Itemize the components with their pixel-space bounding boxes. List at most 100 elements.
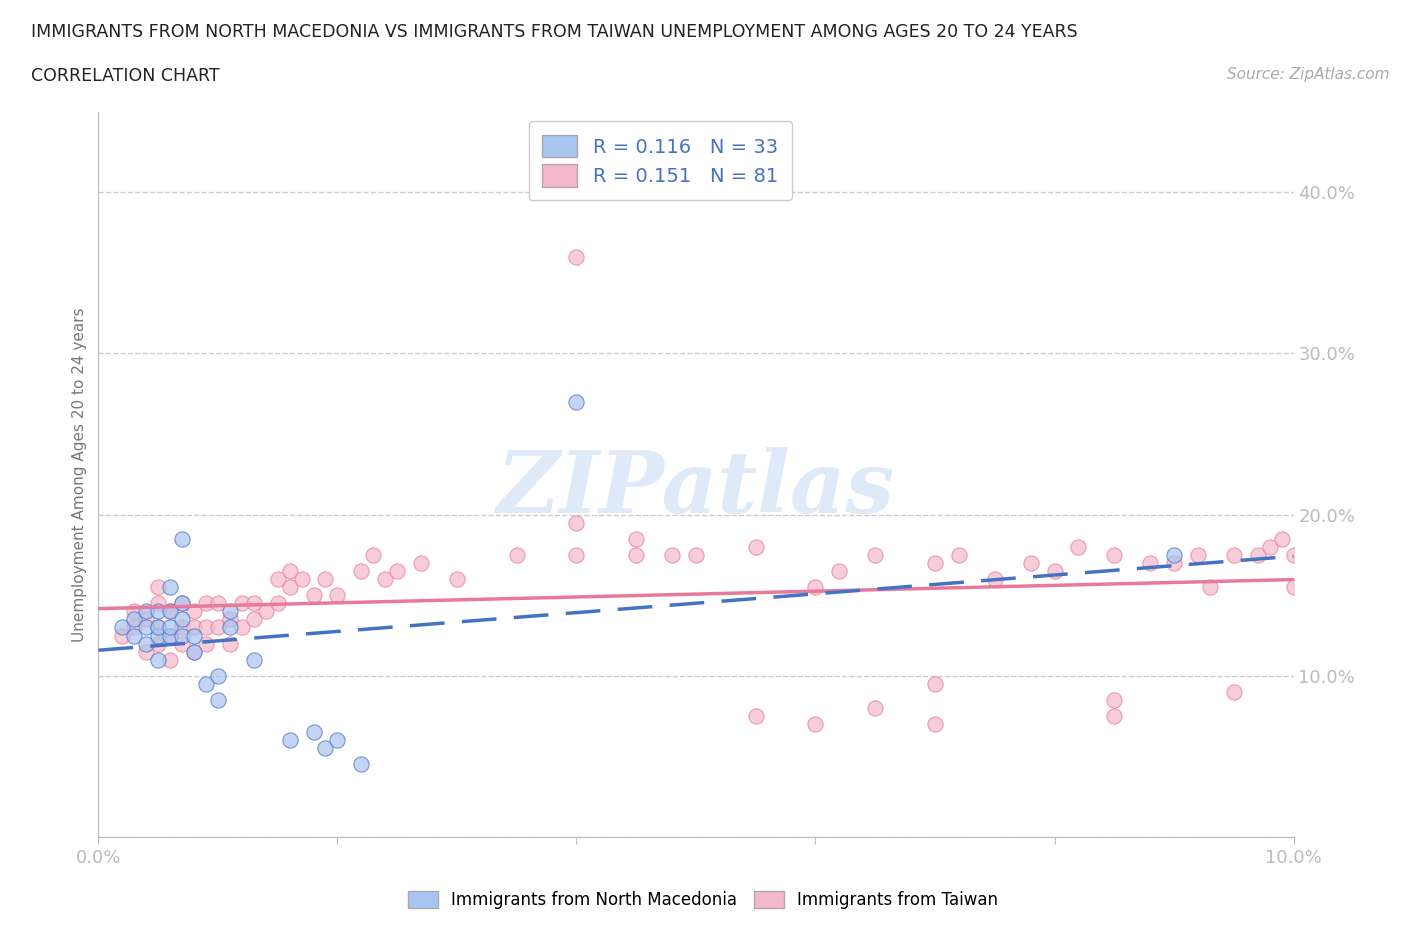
Point [278,579,301,594]
Point [984,572,1007,587]
Point [219,612,242,627]
Point [411,555,433,570]
Point [159,628,181,643]
Point [1271,531,1294,546]
Point [195,620,218,635]
Point [315,572,337,587]
Point [111,620,134,635]
Point [243,652,266,667]
Point [1067,539,1090,554]
Point [159,579,181,594]
Point [302,588,325,603]
Point [124,604,146,618]
Point [350,757,373,772]
Point [1163,548,1185,563]
Point [231,620,253,635]
Point [195,596,218,611]
Text: CORRELATION CHART: CORRELATION CHART [31,67,219,85]
Point [207,669,229,684]
Point [219,620,242,635]
Point [135,604,157,618]
Point [148,620,170,635]
Point [278,733,301,748]
Point [374,572,396,587]
Point [172,628,194,643]
Point [565,548,588,563]
Point [626,531,648,546]
Point [948,548,970,563]
Point [135,644,157,659]
Point [243,596,266,611]
Point [159,604,181,618]
Point [1223,684,1246,699]
Legend: Immigrants from North Macedonia, Immigrants from Taiwan: Immigrants from North Macedonia, Immigra… [399,883,1007,917]
Point [1139,555,1161,570]
Point [626,548,648,563]
Point [1258,539,1281,554]
Point [363,548,385,563]
Point [195,676,218,691]
Point [1187,548,1209,563]
Point [350,564,373,578]
Legend: R = 0.116   N = 33, R = 0.151   N = 81: R = 0.116 N = 33, R = 0.151 N = 81 [529,121,792,200]
Point [124,612,146,627]
Point [254,604,277,618]
Point [1019,555,1042,570]
Point [804,579,827,594]
Point [267,596,290,611]
Point [183,628,205,643]
Point [231,596,253,611]
Point [565,249,588,264]
Point [219,636,242,651]
Point [1163,555,1185,570]
Point [148,604,170,618]
Point [565,394,588,409]
Point [159,652,181,667]
Point [278,564,301,578]
Point [159,604,181,618]
Point [1043,564,1066,578]
Point [1104,693,1126,708]
Point [1199,579,1222,594]
Point [685,548,707,563]
Point [207,620,229,635]
Point [148,652,170,667]
Point [924,676,946,691]
Point [865,700,887,715]
Point [124,628,146,643]
Point [183,604,205,618]
Point [267,572,290,587]
Point [148,628,170,643]
Point [1282,548,1305,563]
Point [183,644,205,659]
Point [1247,548,1270,563]
Point [1282,579,1305,594]
Point [565,515,588,530]
Y-axis label: Unemployment Among Ages 20 to 24 years: Unemployment Among Ages 20 to 24 years [72,307,87,642]
Point [172,620,194,635]
Point [326,588,349,603]
Point [135,636,157,651]
Point [865,548,887,563]
Point [207,693,229,708]
Text: Source: ZipAtlas.com: Source: ZipAtlas.com [1226,67,1389,82]
Point [745,709,768,724]
Point [315,741,337,756]
Point [1223,548,1246,563]
Point [135,612,157,627]
Point [135,620,157,635]
Point [219,604,242,618]
Point [207,596,229,611]
Point [446,572,468,587]
Point [183,620,205,635]
Point [804,717,827,732]
Point [172,596,194,611]
Point [148,620,170,635]
Point [745,539,768,554]
Point [124,620,146,635]
Point [506,548,529,563]
Point [924,717,946,732]
Point [828,564,851,578]
Point [148,579,170,594]
Point [159,628,181,643]
